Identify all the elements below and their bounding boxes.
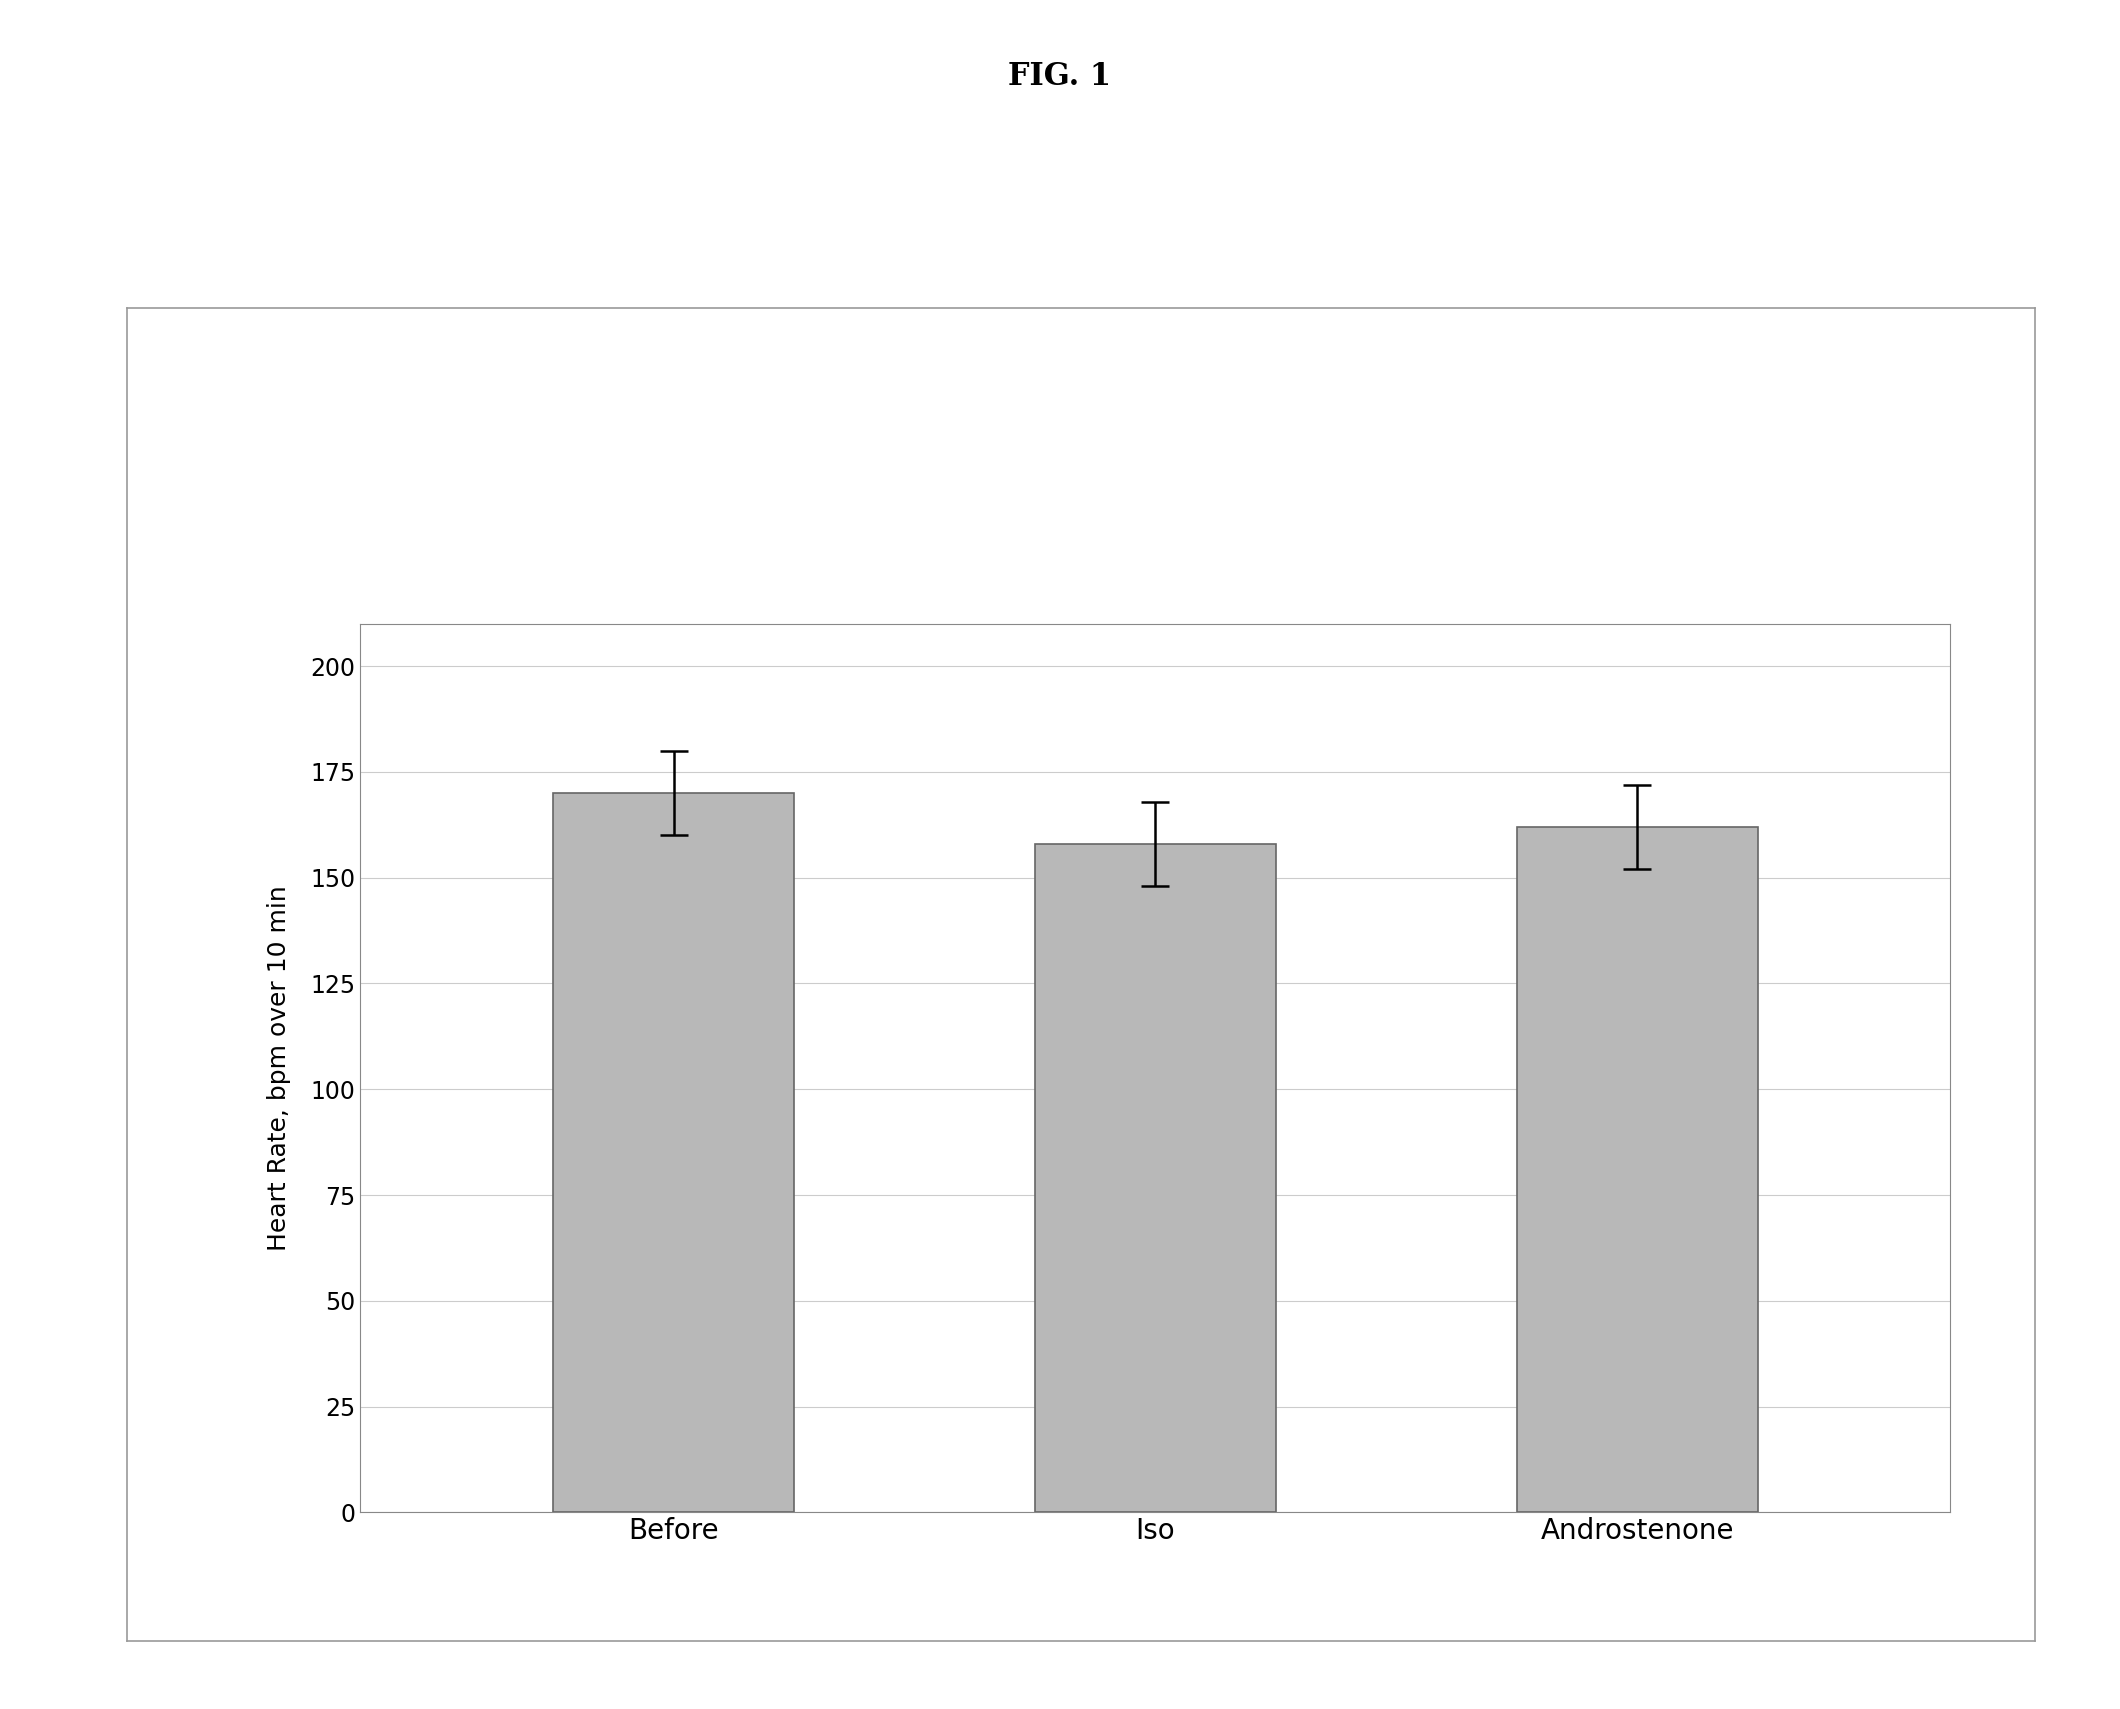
Bar [1516,827,1757,1512]
Text: FIG. 1: FIG. 1 [1009,62,1111,92]
Y-axis label: Heart Rate, bpm over 10 min: Heart Rate, bpm over 10 min [267,885,290,1251]
Bar [553,793,795,1512]
Bar [1035,844,1276,1512]
